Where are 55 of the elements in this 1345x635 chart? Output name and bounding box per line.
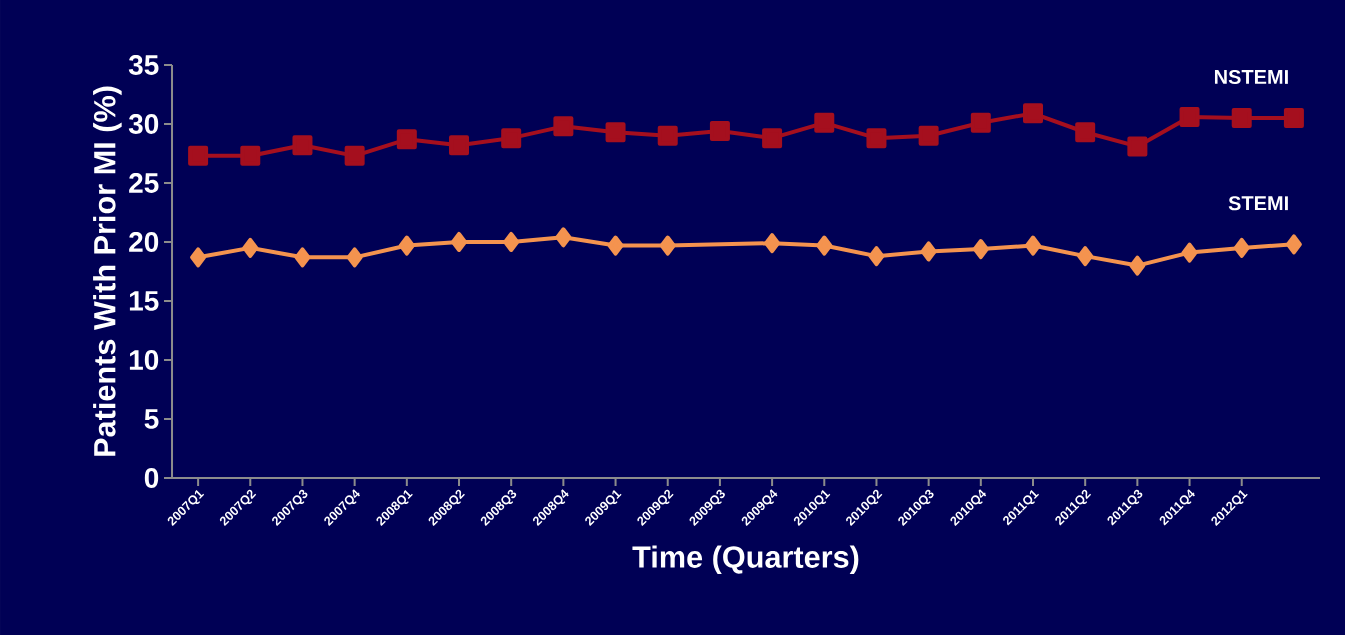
point <box>553 116 574 137</box>
point <box>344 145 365 166</box>
point <box>764 233 781 254</box>
series-label: NSTEMI <box>1214 69 1288 85</box>
point <box>709 121 730 142</box>
point <box>918 125 939 146</box>
y-tick-label: 5 <box>144 409 159 429</box>
point <box>1025 235 1041 256</box>
point <box>346 247 363 268</box>
point <box>607 235 624 256</box>
y-tick-label: 20 <box>129 232 159 252</box>
point <box>659 235 676 256</box>
point <box>1231 108 1252 129</box>
y-tick-label: 10 <box>129 350 159 370</box>
point <box>240 145 261 166</box>
point <box>1285 234 1302 255</box>
point <box>1075 122 1096 143</box>
point <box>972 239 989 260</box>
point <box>920 241 937 262</box>
point <box>396 129 417 150</box>
point <box>605 122 626 143</box>
point <box>762 128 783 149</box>
y-tick-label: 25 <box>129 173 159 193</box>
point <box>242 237 259 258</box>
point <box>1179 106 1200 127</box>
point <box>451 231 468 252</box>
point <box>398 235 415 256</box>
y-axis-title: Patients With Prior MI (%) <box>93 86 122 456</box>
point <box>1283 108 1304 129</box>
point <box>501 128 522 149</box>
point <box>1127 136 1148 157</box>
y-tick-label: 35 <box>128 55 159 75</box>
point <box>868 246 885 267</box>
point <box>814 112 835 133</box>
y-tick-label: 0 <box>144 468 159 488</box>
point <box>292 135 313 156</box>
y-tick-label: 30 <box>128 114 159 134</box>
point <box>1023 103 1044 124</box>
point <box>816 235 833 256</box>
point <box>1077 246 1094 267</box>
point <box>1233 237 1250 258</box>
point <box>1181 242 1198 263</box>
point <box>294 247 311 268</box>
point <box>1129 255 1146 276</box>
point <box>188 145 209 166</box>
x-axis-title: Time (Quarters) <box>632 545 859 574</box>
point <box>866 128 887 149</box>
point <box>190 247 207 268</box>
point <box>970 112 991 133</box>
point <box>503 231 520 252</box>
series-label: STEMI <box>1228 196 1288 211</box>
y-tick-label: 15 <box>129 291 159 311</box>
point <box>555 227 572 248</box>
point <box>657 125 678 146</box>
point <box>449 135 470 156</box>
